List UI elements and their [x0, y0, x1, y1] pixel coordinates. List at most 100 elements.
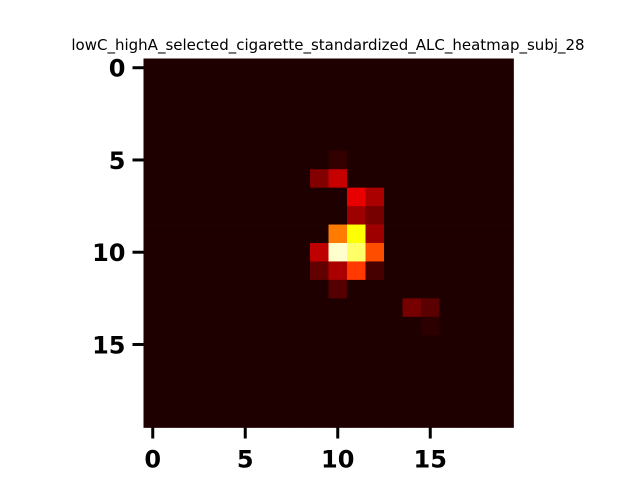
heatmap-cell-r2-c16	[439, 95, 459, 115]
heatmap-cell-r9-c8	[291, 224, 311, 244]
heatmap-cell-r18-c13	[384, 390, 403, 410]
heatmap-cell-r8-c18	[476, 206, 496, 225]
heatmap-cell-r11-c14	[402, 261, 422, 281]
heatmap-cell-r17-c0	[143, 372, 163, 391]
heatmap-cell-r4-c17	[458, 132, 477, 152]
heatmap-cell-r8-c16	[439, 206, 459, 225]
heatmap-cell-r6-c0	[143, 169, 163, 188]
heatmap-cell-r4-c11	[347, 132, 366, 152]
heatmap-cell-r18-c9	[310, 390, 329, 410]
heatmap-cell-r12-c7	[273, 279, 292, 299]
heatmap-cell-r17-c8	[291, 372, 311, 391]
heatmap-cell-r8-c4	[217, 206, 237, 225]
heatmap-cell-r9-c1	[162, 224, 181, 244]
heatmap-cell-r7-c0	[143, 187, 163, 207]
heatmap-cell-r5-c3	[199, 150, 218, 170]
heatmap-cell-r7-c16	[439, 187, 459, 207]
heatmap-cell-r7-c15	[421, 187, 440, 207]
heatmap-cell-r19-c11	[347, 409, 366, 428]
heatmap-cell-r2-c9	[310, 95, 329, 115]
heatmap-cell-r9-c18	[476, 224, 496, 244]
heatmap-cell-r1-c17	[458, 76, 477, 96]
heatmap-cell-r12-c4	[217, 279, 237, 299]
heatmap-cell-r3-c4	[217, 113, 237, 133]
heatmap-cell-r1-c5	[236, 76, 255, 96]
heatmap-cell-r19-c2	[180, 409, 200, 428]
heatmap-cell-r16-c18	[476, 353, 496, 373]
heatmap-cell-r6-c8	[291, 169, 311, 188]
heatmap-cell-r1-c0	[143, 76, 163, 96]
heatmap-cell-r1-c4	[217, 76, 237, 96]
heatmap-cell-r2-c4	[217, 95, 237, 115]
heatmap-cell-r13-c13	[384, 298, 403, 318]
heatmap-cell-r15-c17	[458, 335, 477, 355]
heatmap-cell-r3-c9	[310, 113, 329, 133]
heatmap-cell-r17-c12	[365, 372, 385, 391]
heatmap-cell-r11-c2	[180, 261, 200, 281]
heatmap-cell-r4-c10	[328, 132, 348, 152]
heatmap-cell-r9-c4	[217, 224, 237, 244]
heatmap-cell-r3-c17	[458, 113, 477, 133]
heatmap-cell-r10-c1	[162, 243, 181, 262]
heatmap-cell-r0-c6	[254, 58, 274, 78]
heatmap-cell-r1-c12	[365, 76, 385, 96]
heatmap-cell-r14-c17	[458, 316, 477, 336]
heatmap-cell-r17-c17	[458, 372, 477, 391]
heatmap-cell-r3-c0	[143, 113, 163, 133]
heatmap-cell-r17-c2	[180, 372, 200, 391]
heatmap-cell-r6-c18	[476, 169, 496, 188]
heatmap-cell-r13-c5	[236, 298, 255, 318]
heatmap-cell-r7-c9	[310, 187, 329, 207]
heatmap-cell-r19-c12	[365, 409, 385, 428]
heatmap-cell-r4-c12	[365, 132, 385, 152]
heatmap-cell-r5-c16	[439, 150, 459, 170]
heatmap-cell-r19-c9	[310, 409, 329, 428]
heatmap-cell-r0-c3	[199, 58, 218, 78]
heatmap-cell-r6-c6	[254, 169, 274, 188]
heatmap-cell-r2-c18	[476, 95, 496, 115]
heatmap-cell-r19-c18	[476, 409, 496, 428]
heatmap-cell-r8-c9	[310, 206, 329, 225]
heatmap-cell-r18-c10	[328, 390, 348, 410]
heatmap-cell-r5-c6	[254, 150, 274, 170]
heatmap-cell-r6-c9	[310, 169, 329, 188]
heatmap-cell-r9-c12	[365, 224, 385, 244]
heatmap-cell-r3-c18	[476, 113, 496, 133]
heatmap-cell-r6-c5	[236, 169, 255, 188]
heatmap-cell-r12-c6	[254, 279, 274, 299]
heatmap-cell-r13-c3	[199, 298, 218, 318]
heatmap-cell-r10-c13	[384, 243, 403, 262]
heatmap-cell-r6-c4	[217, 169, 237, 188]
heatmap-cell-r14-c19	[495, 316, 514, 336]
heatmap-cell-r16-c4	[217, 353, 237, 373]
heatmap-cell-r4-c4	[217, 132, 237, 152]
heatmap-cell-r4-c14	[402, 132, 422, 152]
heatmap-cell-r19-c1	[162, 409, 181, 428]
heatmap-cell-r18-c5	[236, 390, 255, 410]
heatmap-cell-r19-c17	[458, 409, 477, 428]
heatmap-cell-r1-c16	[439, 76, 459, 96]
heatmap-cell-r14-c3	[199, 316, 218, 336]
heatmap-cell-r14-c12	[365, 316, 385, 336]
heatmap-cell-r7-c17	[458, 187, 477, 207]
heatmap-cell-r16-c16	[439, 353, 459, 373]
heatmap-cell-r3-c1	[162, 113, 181, 133]
heatmap-cell-r4-c16	[439, 132, 459, 152]
heatmap-cell-r12-c14	[402, 279, 422, 299]
heatmap-cell-r12-c18	[476, 279, 496, 299]
heatmap-cell-r11-c12	[365, 261, 385, 281]
heatmap-cell-r18-c18	[476, 390, 496, 410]
heatmap-cell-r17-c5	[236, 372, 255, 391]
heatmap-cell-r10-c18	[476, 243, 496, 262]
heatmap-cell-r12-c2	[180, 279, 200, 299]
heatmap-cell-r5-c19	[495, 150, 514, 170]
heatmap-cell-r12-c9	[310, 279, 329, 299]
heatmap-cell-r6-c14	[402, 169, 422, 188]
heatmap-cell-r9-c15	[421, 224, 440, 244]
heatmap-cell-r12-c11	[347, 279, 366, 299]
heatmap-cell-r4-c9	[310, 132, 329, 152]
heatmap-cell-r6-c16	[439, 169, 459, 188]
heatmap-cell-r7-c10	[328, 187, 348, 207]
heatmap-cell-r5-c8	[291, 150, 311, 170]
heatmap-cell-r6-c19	[495, 169, 514, 188]
